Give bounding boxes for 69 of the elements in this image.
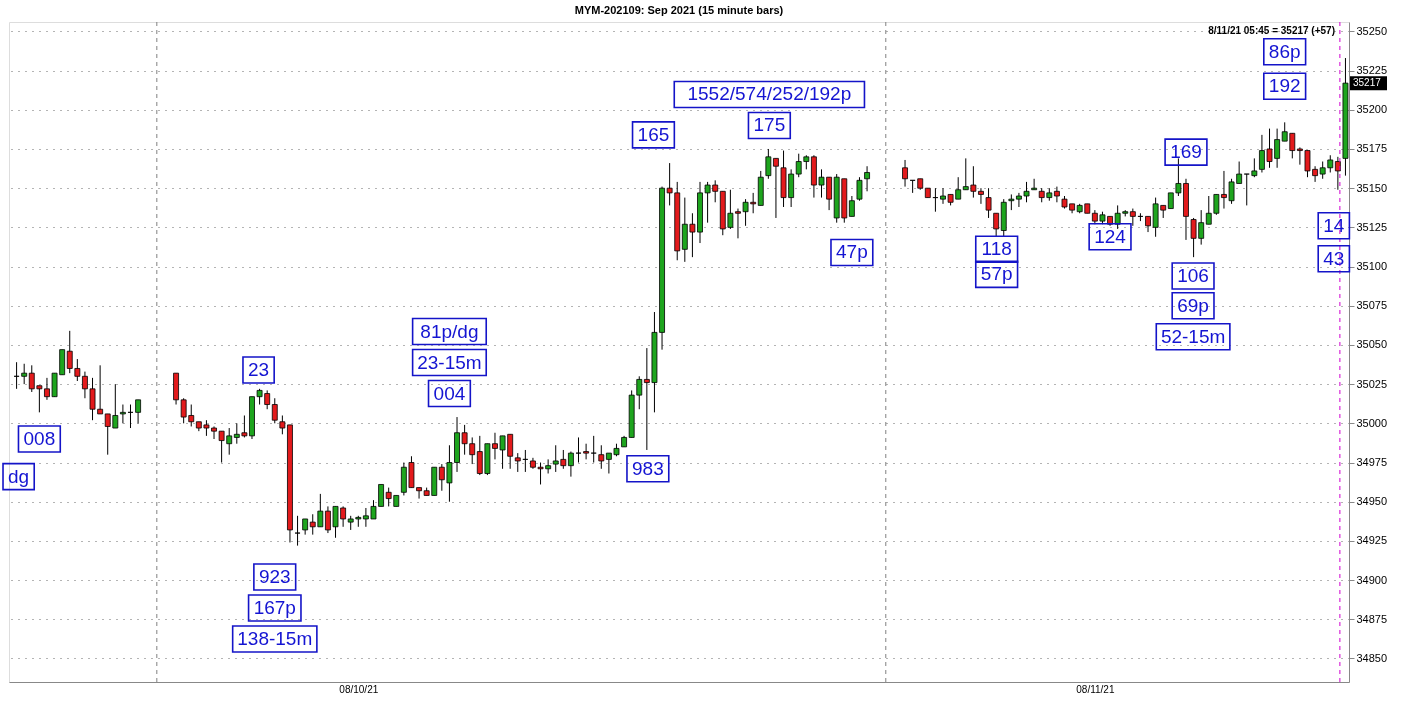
annotation: 167p — [253, 596, 296, 618]
candlestick — [120, 404, 126, 424]
y-tick-label: 34875 — [1356, 612, 1388, 625]
candlestick — [864, 165, 870, 192]
candlestick — [575, 436, 582, 464]
annotation: 008 — [23, 428, 56, 450]
candlestick — [590, 435, 597, 464]
annotation: 1552/574/252/192p — [687, 83, 852, 105]
annotation: 165 — [637, 123, 670, 145]
annotation: 923 — [258, 565, 291, 587]
annotation: 23-15m — [417, 351, 482, 373]
y-tick-label: 34925 — [1356, 534, 1388, 547]
y-tick-label: 35225 — [1356, 64, 1388, 77]
y-tick-label: 35175 — [1356, 142, 1388, 155]
candlestick — [598, 444, 605, 470]
annotation: 57p — [980, 263, 1013, 285]
annotation: 69p — [1177, 294, 1209, 316]
annotation: 14 — [1323, 214, 1345, 236]
candlestick — [21, 363, 28, 385]
y-tick-label: 35000 — [1356, 416, 1388, 429]
candlestick — [993, 212, 1000, 238]
candlestick — [583, 443, 590, 460]
annotation: 118 — [981, 238, 1012, 260]
candlestick — [856, 176, 863, 202]
y-tick-label: 35025 — [1356, 377, 1388, 390]
y-tick-label: 35075 — [1356, 299, 1388, 312]
chart-title: MYM-202109: Sep 2021 (15 minute bars) — [574, 3, 784, 16]
y-tick-label: 34950 — [1356, 495, 1388, 508]
annotation: 175 — [753, 114, 786, 136]
y-tick-label: 35150 — [1356, 181, 1388, 194]
candlestick — [985, 187, 992, 219]
annotation: 81p/dg — [420, 320, 479, 342]
y-tick-label: 35050 — [1356, 338, 1388, 351]
annotation: 124 — [1094, 225, 1127, 247]
y-tick-label: 34900 — [1356, 573, 1388, 586]
candlestick — [1243, 173, 1250, 206]
candlestick — [1251, 157, 1258, 178]
y-tick-label: 35100 — [1356, 260, 1388, 273]
y-tick-label: 35125 — [1356, 220, 1388, 233]
annotation: 169 — [1170, 141, 1202, 163]
annotation: 47p — [836, 241, 868, 263]
annotation: 52-15m — [1160, 325, 1226, 347]
annotation: 004 — [433, 382, 466, 404]
candlestick — [568, 451, 574, 478]
annotation: 35217 — [1353, 77, 1382, 89]
annotation: dg — [8, 465, 30, 487]
y-tick-label: 35200 — [1356, 103, 1388, 116]
annotation: 192 — [1268, 75, 1301, 97]
candlestick — [135, 399, 141, 424]
annotation: 8/11/21 05:45 = 35217 (+57) — [1208, 25, 1335, 36]
candlestick — [514, 452, 521, 473]
annotation: 106 — [1177, 264, 1209, 286]
candlestick — [1031, 178, 1038, 191]
x-tick-label: 08/10/21 — [339, 683, 379, 695]
annotation: 138-15m — [237, 627, 313, 649]
annotation: 983 — [632, 457, 664, 479]
candlestick — [1334, 156, 1341, 191]
y-tick-label: 34850 — [1356, 651, 1388, 664]
y-tick-label: 35250 — [1356, 24, 1388, 37]
x-tick-label: 08/11/21 — [1076, 683, 1115, 695]
candlestick — [902, 159, 908, 188]
annotation: 43 — [1323, 247, 1345, 269]
candlestick — [848, 195, 855, 217]
candlestick — [1054, 186, 1060, 203]
y-tick-label: 34975 — [1356, 456, 1388, 469]
candlestick — [271, 397, 278, 424]
annotation: 86p — [1268, 40, 1301, 62]
annotation: 23 — [248, 359, 270, 381]
candlestick — [294, 515, 301, 547]
